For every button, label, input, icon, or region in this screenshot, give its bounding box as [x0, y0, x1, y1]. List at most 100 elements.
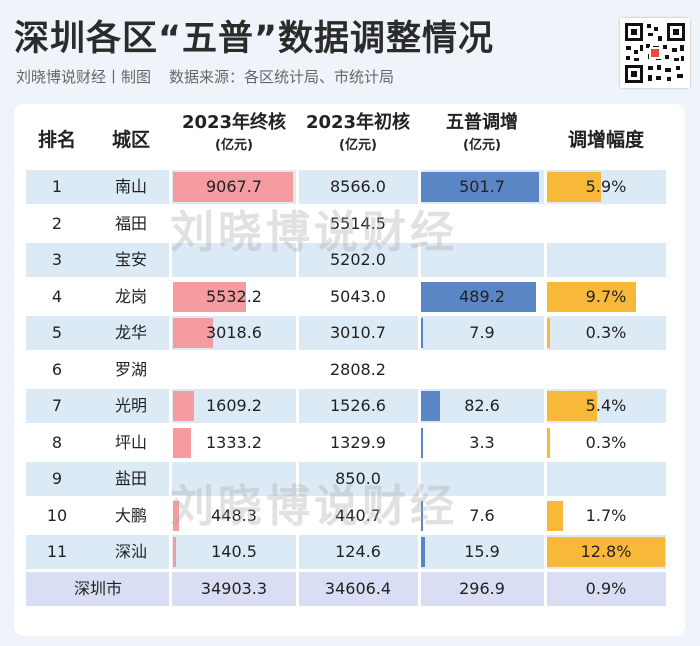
increase-cell — [420, 462, 544, 496]
increase-bar — [421, 172, 539, 202]
table-row: 5 龙华 3018.6 3010.7 7.9 0.3% — [26, 316, 666, 350]
district-cell: 深汕 — [114, 542, 147, 561]
district-cell: 大鹏 — [114, 505, 147, 525]
district-cell: 宝安 — [114, 250, 147, 269]
rank-cell: 11 — [46, 542, 68, 561]
rate-cell: 9.7% — [585, 286, 627, 306]
table-row: 7 光明 1609.2 1526.6 82.6 5.4% — [26, 389, 666, 423]
increase-cell: 7.6 — [469, 505, 495, 525]
increase-cell: 501.7 — [459, 177, 505, 196]
total-rate-cell: 0.9% — [585, 578, 627, 598]
author-credit: 刘晓博说财经丨制图 — [16, 68, 152, 86]
header-final-title: 2023年终核 — [181, 112, 287, 133]
header-increase-title: 五普调增 — [446, 112, 518, 133]
column-divider — [296, 535, 299, 569]
rate-cell — [546, 353, 666, 387]
final-cell — [172, 243, 296, 277]
header-final: 2023年终核 (亿元) — [172, 110, 296, 170]
column-divider — [169, 170, 172, 204]
column-divider — [418, 389, 421, 423]
district-cell: 光明 — [114, 396, 147, 415]
total-increase-cell: 296.9 — [459, 578, 505, 598]
rate-bar — [547, 281, 637, 312]
rank-cell: 9 — [51, 469, 63, 488]
increase-cell: 3.3 — [469, 432, 495, 452]
rank-cell: 2 — [51, 213, 63, 233]
table-row: 9 盐田 850.0 — [26, 462, 666, 496]
final-value-bar — [173, 318, 213, 348]
column-divider — [169, 535, 172, 569]
final-cell — [172, 207, 296, 241]
increase-cell: 15.9 — [464, 542, 500, 561]
table-row: 8 坪山 1333.2 1329.9 3.3 0.3% — [26, 426, 666, 460]
district-cell: 罗湖 — [114, 359, 147, 379]
column-divider — [418, 316, 421, 350]
initial-cell: 2808.2 — [330, 359, 386, 379]
header-final-unit: (亿元) — [215, 138, 253, 153]
rate-bar — [547, 427, 550, 458]
qr-code-icon[interactable] — [620, 18, 690, 88]
increase-cell: 489.2 — [459, 286, 505, 306]
initial-cell: 440.7 — [335, 505, 381, 525]
initial-cell: 5202.0 — [330, 250, 386, 269]
column-divider — [296, 389, 299, 423]
increase-cell — [420, 353, 544, 387]
rate-cell: 12.8% — [580, 542, 632, 561]
column-divider — [296, 462, 299, 496]
final-value-bar — [173, 281, 247, 312]
initial-cell: 3010.7 — [330, 323, 386, 342]
final-value-bar — [173, 500, 179, 531]
column-divider — [544, 243, 547, 277]
final-cell: 1609.2 — [206, 396, 262, 415]
rank-cell: 3 — [51, 250, 63, 269]
initial-cell: 1329.9 — [330, 432, 386, 452]
rate-cell: 0.3% — [585, 432, 627, 452]
rank-cell: 7 — [51, 396, 63, 415]
final-cell — [172, 353, 296, 387]
rank-cell: 6 — [51, 359, 63, 379]
rank-cell: 8 — [51, 432, 63, 452]
increase-bar — [421, 427, 423, 458]
header-rate: 调增幅度 — [567, 129, 644, 151]
column-divider — [169, 316, 172, 350]
final-cell: 3018.6 — [206, 323, 262, 342]
initial-cell: 850.0 — [335, 469, 381, 488]
district-cell: 龙华 — [114, 323, 147, 342]
increase-cell: 7.9 — [469, 323, 495, 342]
initial-cell: 5514.5 — [330, 213, 386, 233]
column-divider — [418, 571, 421, 606]
rate-bar — [547, 172, 602, 202]
table-row: 6 罗湖 2808.2 — [26, 353, 666, 387]
header-district: 城区 — [111, 129, 150, 151]
column-divider — [169, 243, 172, 277]
total-final-cell: 34903.3 — [200, 578, 268, 598]
final-cell: 9067.7 — [206, 177, 262, 196]
district-cell: 福田 — [114, 213, 147, 233]
final-cell — [172, 462, 296, 496]
district-cell: 坪山 — [114, 432, 147, 452]
table-row: 3 宝安 5202.0 — [26, 243, 666, 277]
column-divider — [544, 571, 547, 606]
page-title: 深圳各区“五普”数据调整情况 — [14, 19, 495, 59]
column-divider — [418, 170, 421, 204]
table-row: 10 大鹏 448.3 440.7 7.6 1.7% — [26, 499, 666, 533]
increase-bar — [421, 537, 425, 567]
column-divider — [544, 316, 547, 350]
column-divider — [296, 243, 299, 277]
rate-bar — [547, 318, 550, 348]
data-source: 数据来源：各区统计局、市统计局 — [169, 68, 395, 86]
column-divider — [296, 316, 299, 350]
increase-bar — [421, 318, 423, 348]
header-initial: 2023年初核 (亿元) — [298, 110, 418, 170]
header-initial-unit: (亿元) — [339, 138, 377, 153]
rate-cell: 5.4% — [585, 396, 627, 415]
header-initial-title: 2023年初核 — [305, 112, 411, 133]
final-value-bar — [173, 391, 195, 421]
rate-cell: 1.7% — [585, 505, 627, 525]
district-cell: 龙岗 — [114, 286, 147, 306]
rate-bar — [547, 500, 563, 531]
header-increase: 五普调增 (亿元) — [420, 110, 544, 170]
increase-bar — [421, 281, 537, 312]
rank-cell: 1 — [51, 177, 63, 196]
rank-cell: 10 — [46, 505, 68, 525]
